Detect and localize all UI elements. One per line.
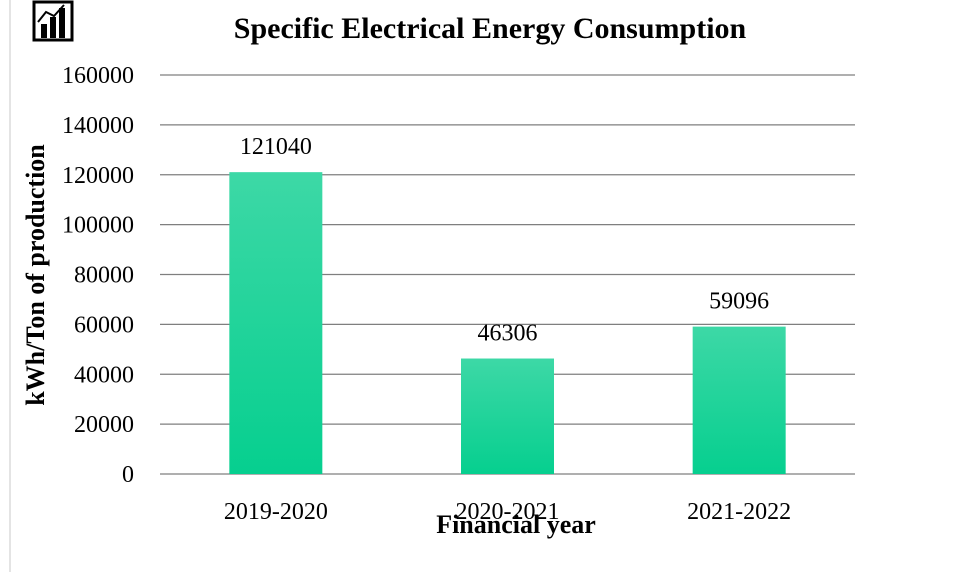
chart-title: Specific Electrical Energy Consumption xyxy=(234,12,747,45)
x-tick-label: 2019-2020 xyxy=(224,499,328,525)
y-tick-label: 140000 xyxy=(62,113,134,139)
y-tick-label: 60000 xyxy=(74,312,134,338)
y-tick-label: 160000 xyxy=(62,63,134,89)
bars xyxy=(229,172,786,474)
y-tick-labels: 0 20000 40000 60000 80000 100000 120000 140000 1… xyxy=(62,63,134,488)
bar-2021-2022 xyxy=(692,326,786,474)
y-tick-label: 20000 xyxy=(74,412,134,438)
x-axis-title: Financial year xyxy=(436,510,596,539)
bar-chart-icon xyxy=(32,0,74,42)
x-tick-label: 2021-2022 xyxy=(687,499,791,525)
bar-2020-2021 xyxy=(461,358,554,474)
left-border xyxy=(9,0,11,572)
x-tick-labels: 2019-2020 2020-2021 2021-2022 xyxy=(224,499,791,525)
data-label: 121040 xyxy=(240,134,312,160)
x-tick-label: 2020-2021 xyxy=(456,499,560,525)
bar-2019-2020 xyxy=(229,172,323,474)
y-axis-title: kWh/Ton of production xyxy=(21,144,50,406)
y-tick-label: 120000 xyxy=(62,163,134,189)
y-tick-label: 0 xyxy=(122,462,134,488)
data-label: 59096 xyxy=(709,289,769,315)
data-labels: 121040 46306 59096 xyxy=(240,134,769,346)
y-tick-label: 40000 xyxy=(74,362,134,388)
data-label: 46306 xyxy=(478,321,538,347)
y-tick-label: 80000 xyxy=(74,263,134,289)
y-tick-label: 100000 xyxy=(62,213,134,239)
